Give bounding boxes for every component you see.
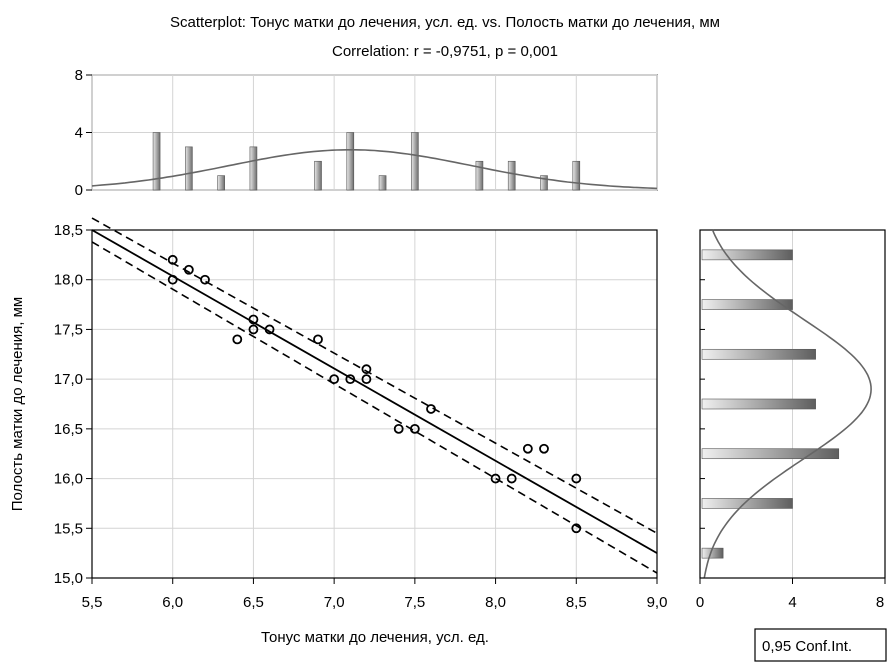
x-tick-label: 8,5 — [566, 594, 587, 611]
x-tick-label: 6,0 — [162, 594, 183, 611]
x-tick-label: 5,5 — [82, 594, 103, 611]
y-tick-label: 17,5 — [54, 321, 83, 338]
x-histogram-bar — [572, 160, 581, 191]
data-point — [571, 523, 582, 534]
x-tick-label: 7,0 — [324, 594, 345, 611]
x-tick-label: 9,0 — [647, 594, 668, 611]
y-histogram-tick-label: 0 — [696, 594, 704, 611]
data-point — [490, 473, 501, 484]
scatter-plot: 5,5 6,0 6,5 7,0 7,5 8,0 8,5 9,0 15,0 15,5 16,0 16,5… — [54, 217, 668, 611]
data-point — [522, 443, 533, 454]
legend: 0,95 Conf.Int. — [754, 628, 887, 662]
x-histogram-bar — [217, 175, 225, 191]
legend-label: 0,95 Conf.Int. — [762, 638, 852, 655]
y-histogram-bar — [701, 299, 793, 310]
y-tick-label: 18,0 — [54, 272, 83, 289]
data-point — [248, 314, 259, 325]
y-histogram-tick-label: 4 — [788, 594, 796, 611]
x-histogram-bar — [314, 160, 322, 191]
data-point — [200, 274, 210, 285]
conf-band-lower — [91, 241, 658, 574]
y-histogram-tick-label: 8 — [876, 594, 884, 611]
x-tick-label: 7,5 — [404, 594, 425, 611]
y-tick-label: 16,5 — [54, 421, 83, 438]
x-histogram-tick-label: 8 — [75, 67, 83, 84]
x-histogram-bar — [475, 160, 484, 191]
data-point — [506, 473, 517, 484]
data-point — [232, 334, 243, 345]
y-tick-label: 18,5 — [54, 222, 83, 239]
y-histogram-bar — [701, 398, 816, 410]
data-point — [248, 324, 259, 335]
x-histogram-tick-label: 0 — [75, 182, 83, 199]
chart-title: Scatterplot: Тонус матки до лечения, усл… — [170, 14, 720, 31]
conf-band-upper — [91, 217, 658, 534]
x-histogram-bar — [378, 175, 387, 191]
x-histogram-bar — [185, 146, 193, 191]
y-tick-label: 15,5 — [54, 520, 83, 537]
data-point — [539, 443, 549, 454]
x-tick-label: 8,0 — [485, 594, 506, 611]
x-histogram-bar — [249, 146, 258, 191]
data-point — [361, 374, 372, 385]
x-histogram-tick-label: 4 — [75, 125, 83, 142]
x-histogram-bar — [152, 132, 161, 191]
y-axis-label: Полость матки до лечения, мм — [9, 297, 26, 511]
data-point — [313, 334, 323, 345]
chart-subtitle: Correlation: r = -0,9751, p = 0,001 — [332, 43, 558, 60]
data-point — [393, 423, 404, 434]
x-tick-label: 6,5 — [243, 594, 264, 611]
data-point — [329, 374, 340, 385]
x-histogram-bar — [346, 132, 355, 191]
y-tick-label: 16,0 — [54, 471, 83, 488]
data-point — [426, 404, 436, 414]
data-point — [361, 364, 372, 375]
y-histogram-bar — [701, 249, 793, 261]
y-histogram-normal-curve — [703, 229, 872, 579]
data-point — [409, 423, 420, 434]
x-histogram: 0 4 8 — [75, 67, 658, 199]
regression-line — [91, 229, 658, 554]
data-point — [167, 274, 178, 285]
y-histogram-bar — [701, 348, 816, 360]
data-point — [264, 324, 275, 335]
x-histogram-bar — [411, 132, 419, 191]
data-point — [167, 254, 178, 265]
x-histogram-normal-curve — [91, 149, 658, 190]
legend-box — [754, 628, 887, 662]
x-axis-label: Тонус матки до лечения, усл. ед. — [261, 629, 489, 646]
data-point — [183, 264, 194, 275]
data-point — [345, 374, 356, 385]
data-point — [571, 473, 582, 484]
scatter-frame — [91, 229, 658, 579]
y-histogram-bar — [701, 498, 793, 509]
y-histogram-bar — [701, 448, 840, 460]
x-histogram-bar — [540, 175, 548, 191]
y-tick-label: 15,0 — [54, 570, 83, 587]
x-histogram-bar — [507, 160, 516, 191]
y-histogram: 0 4 8 — [696, 229, 886, 611]
y-tick-label: 17,0 — [54, 371, 83, 388]
